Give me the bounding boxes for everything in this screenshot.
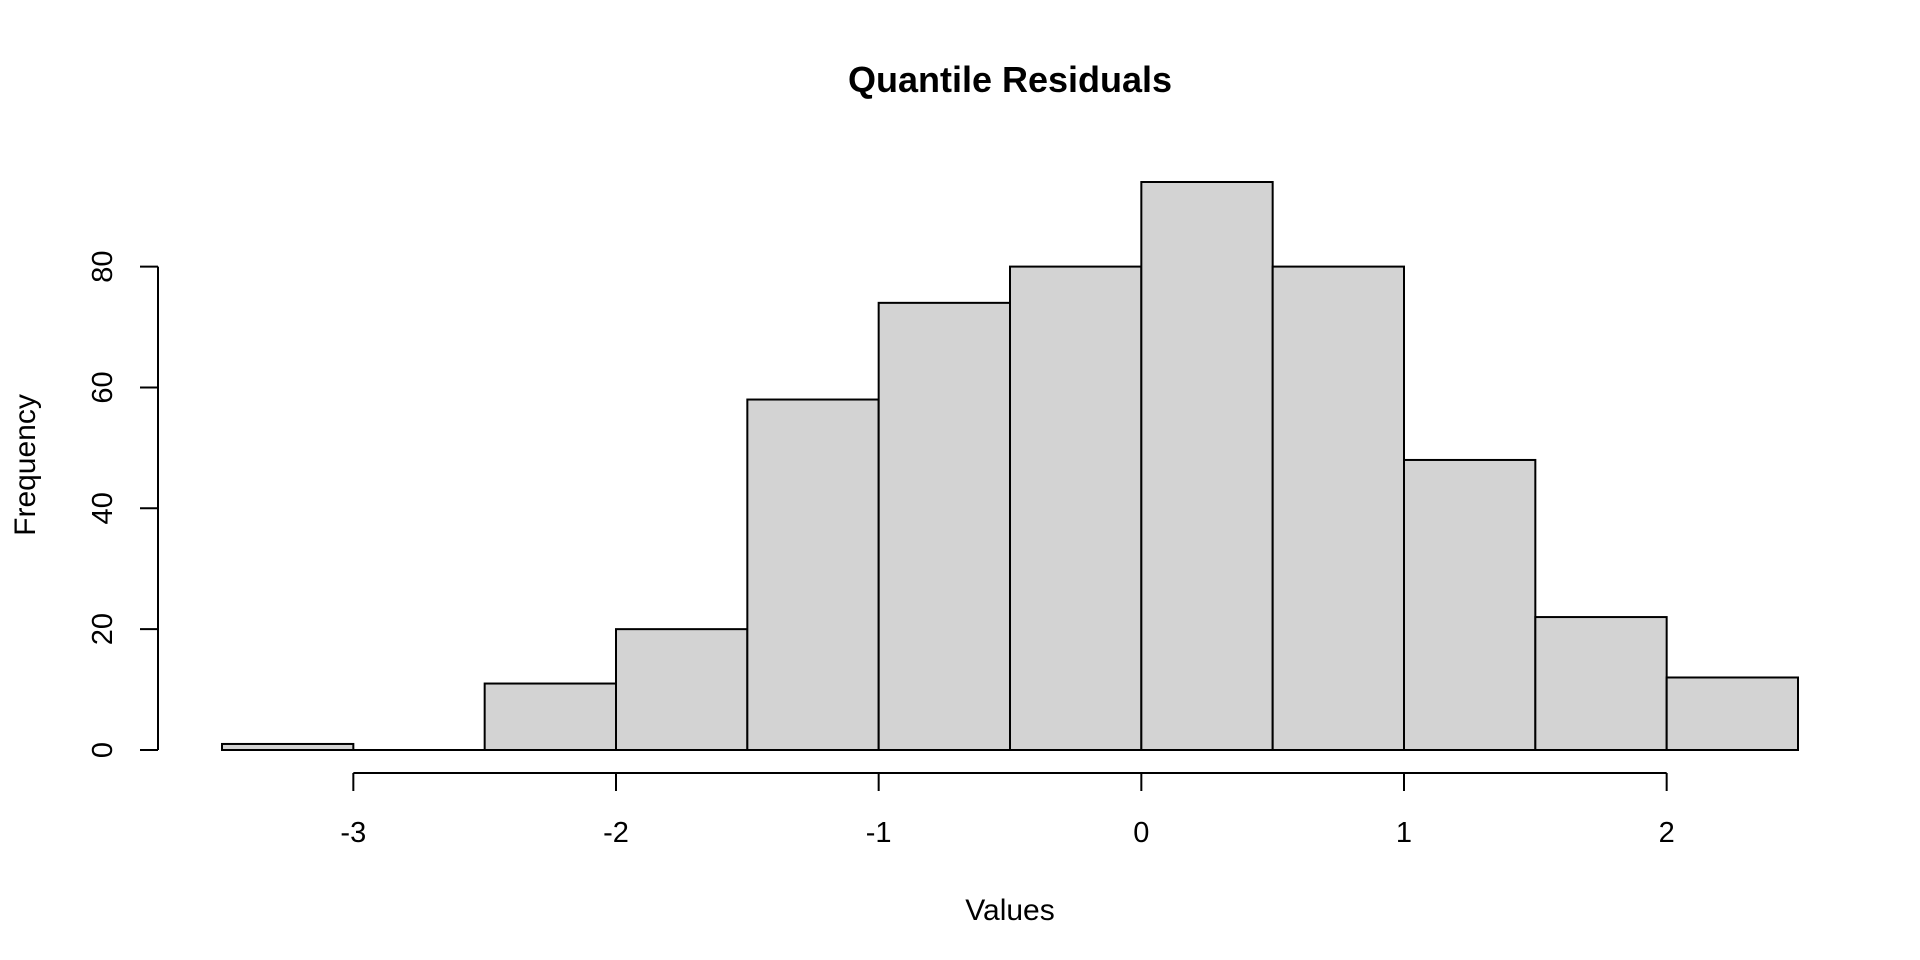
y-tick-label: 40 — [87, 492, 119, 524]
x-axis-label: Values — [965, 894, 1055, 927]
x-tick-label: -3 — [340, 817, 366, 849]
x-tick-label: -1 — [866, 817, 892, 849]
y-axis-label: Frequency — [9, 394, 42, 536]
histogram-bar — [1009, 265, 1143, 751]
bars-group — [221, 181, 1799, 752]
histogram-bar — [877, 301, 1012, 751]
histogram-bar — [615, 628, 749, 751]
y-tick-label: 60 — [87, 371, 119, 403]
y-tick-label: 0 — [87, 742, 119, 758]
chart-title: Quantile Residuals — [848, 59, 1172, 100]
histogram-bar — [483, 682, 617, 752]
x-tick-label: 0 — [1133, 817, 1149, 849]
x-tick-label: 2 — [1659, 817, 1675, 849]
histogram-bar — [1140, 181, 1274, 751]
x-tick-label: 1 — [1396, 817, 1412, 849]
histogram-bar — [746, 398, 880, 751]
x-tick-label: -2 — [603, 817, 629, 849]
y-tick-label: 80 — [87, 250, 119, 282]
histogram-bar — [1534, 616, 1668, 752]
y-tick-label: 20 — [87, 613, 119, 645]
x-axis: -3 -2 -1 0 1 2 — [340, 772, 1675, 849]
histogram-bar — [1665, 676, 1799, 752]
histogram-bar — [221, 742, 355, 752]
histogram-bar — [1271, 265, 1405, 751]
y-axis: 0 20 40 60 80 — [87, 250, 159, 758]
histogram-bar — [1403, 458, 1537, 751]
